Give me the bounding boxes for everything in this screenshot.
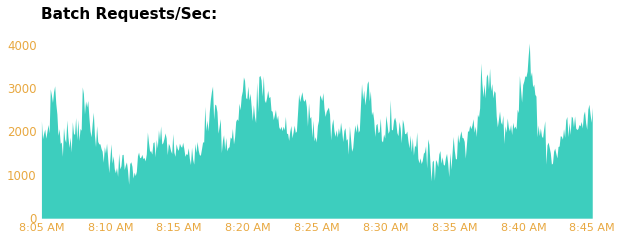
Text: Batch Requests/Sec:: Batch Requests/Sec: [42,7,218,22]
